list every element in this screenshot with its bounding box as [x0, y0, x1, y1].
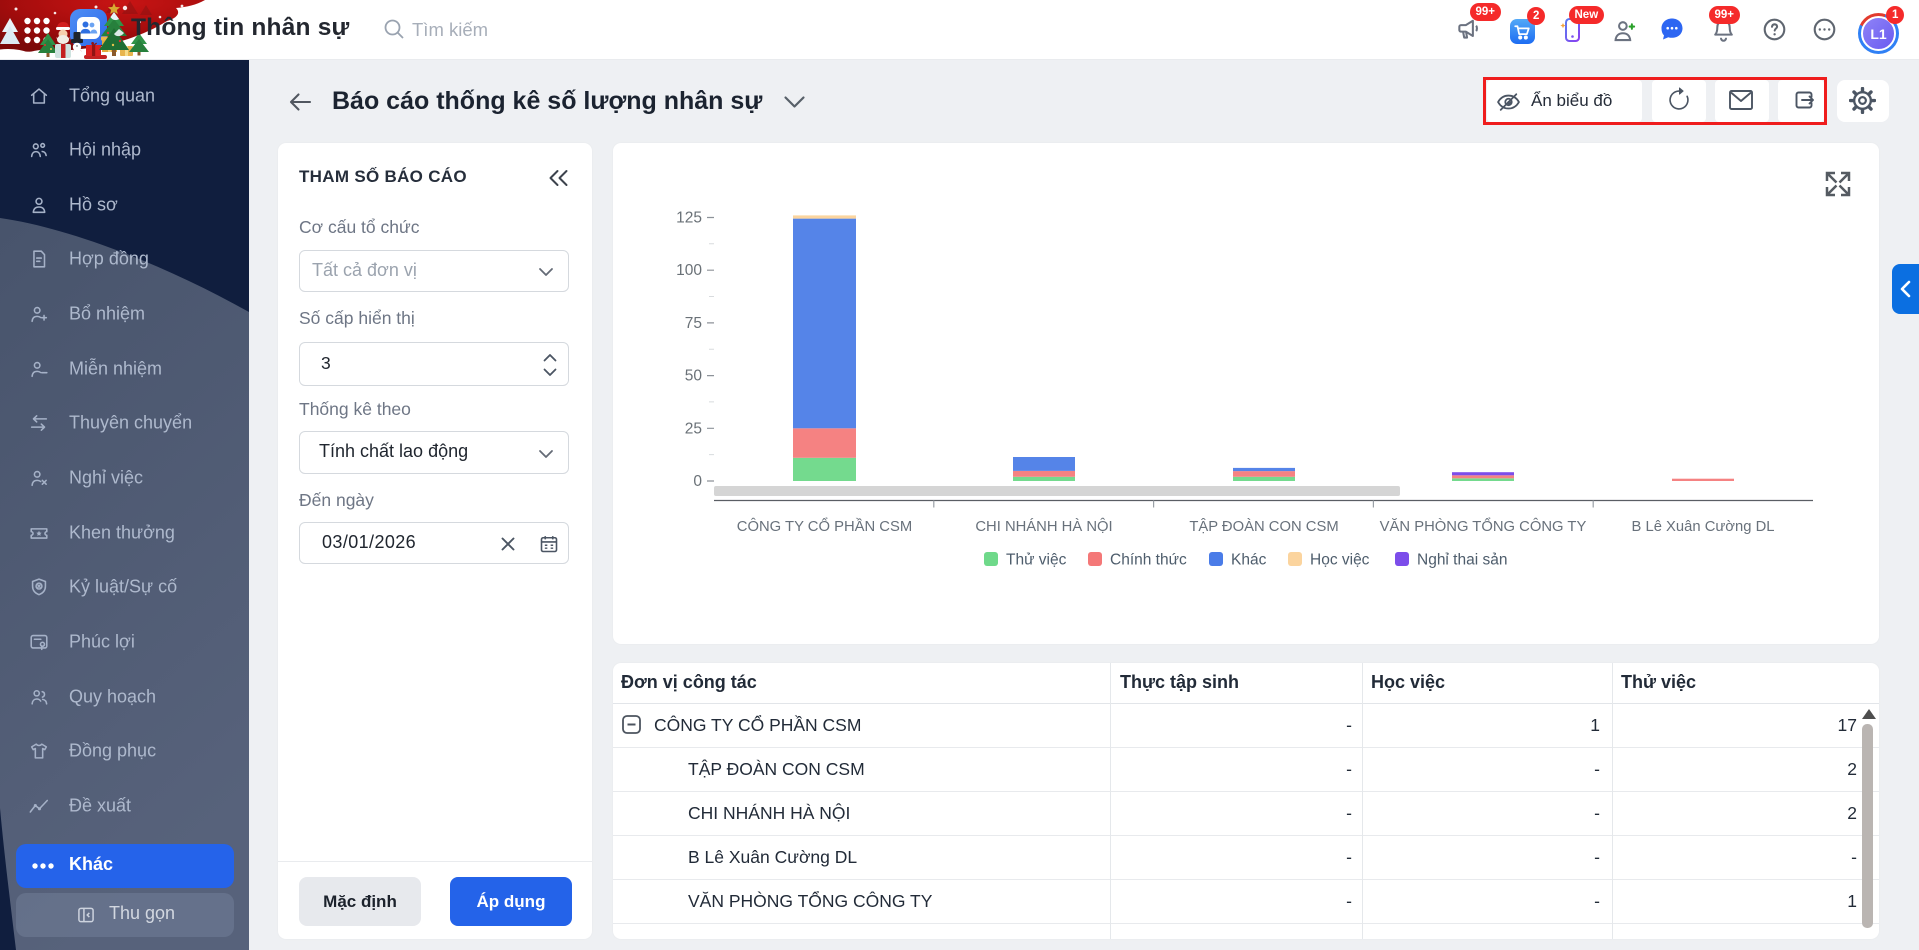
svg-text:0: 0	[693, 473, 702, 490]
svg-text:100: 100	[676, 262, 702, 279]
svg-text:Thử việc: Thử việc	[1006, 552, 1067, 569]
svg-text:B Lê Xuân Cường DL: B Lê Xuân Cường DL	[1632, 519, 1775, 535]
svg-text:25: 25	[685, 420, 702, 437]
svg-text:Khác: Khác	[1231, 552, 1267, 569]
svg-text:125: 125	[676, 210, 702, 227]
svg-text:Chính thức: Chính thức	[1110, 552, 1187, 569]
svg-text:75: 75	[685, 315, 702, 332]
svg-text:CHI NHÁNH HÀ NỘI: CHI NHÁNH HÀ NỘI	[975, 518, 1112, 535]
svg-text:Nghỉ thai sản: Nghỉ thai sản	[1417, 552, 1507, 569]
svg-text:VĂN PHÒNG TỔNG CÔNG TY: VĂN PHÒNG TỔNG CÔNG TY	[1380, 517, 1587, 535]
svg-text:TẬP ĐOÀN CON CSM: TẬP ĐOÀN CON CSM	[1189, 518, 1338, 535]
svg-text:50: 50	[685, 368, 703, 385]
svg-text:CÔNG TY CỔ PHẦN CSM: CÔNG TY CỔ PHẦN CSM	[737, 517, 912, 535]
svg-text:Học việc: Học việc	[1310, 552, 1370, 569]
